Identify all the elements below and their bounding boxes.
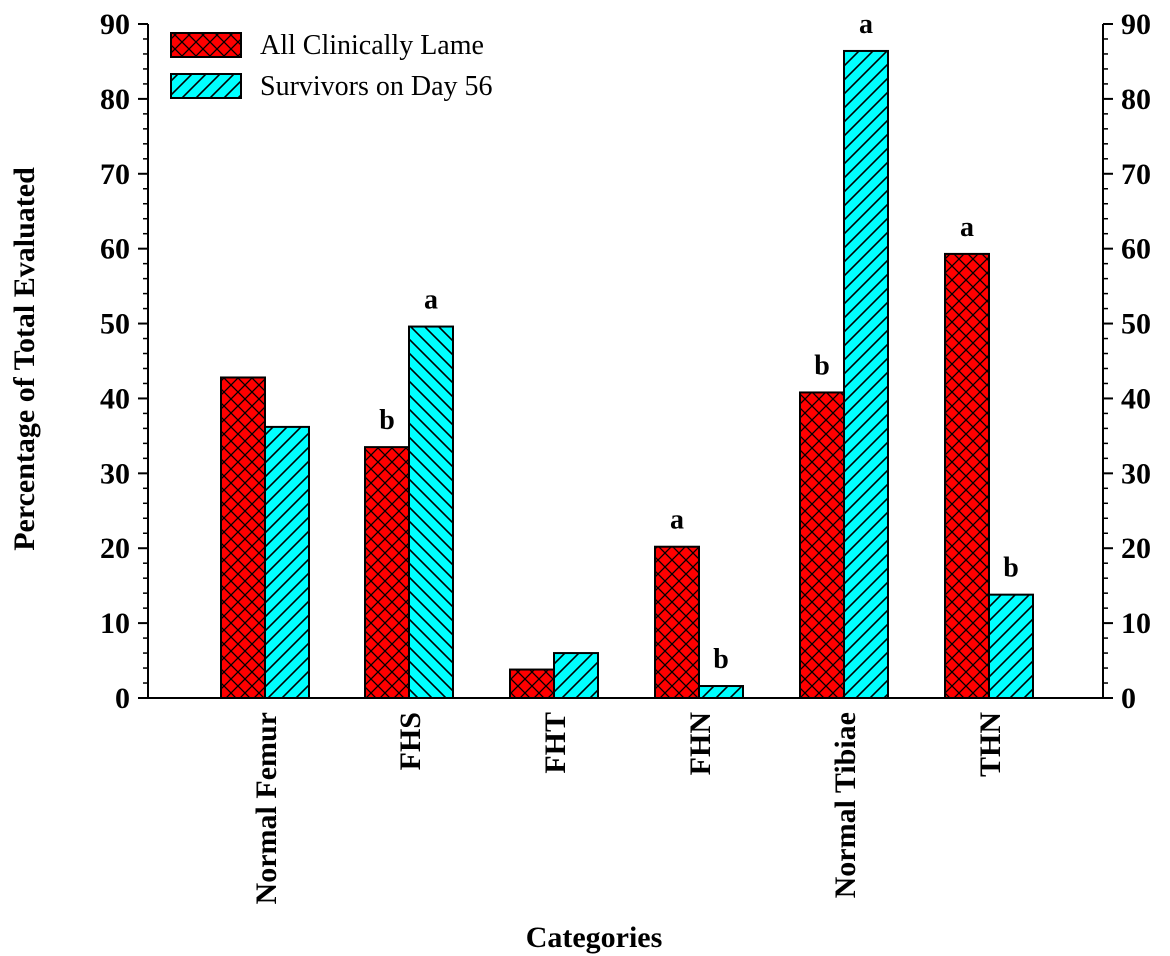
bar-survivors-day-56-thn — [988, 593, 1034, 699]
bar-survivors-day-56-normal-tibiae — [843, 49, 889, 699]
bar-all-clinically-lame-normal-femur — [220, 376, 266, 699]
significance-label: a — [859, 9, 873, 40]
y-tick-label-right: 80 — [1121, 83, 1151, 116]
y-tick-label-left: 40 — [100, 382, 130, 415]
y-tick-label-right: 20 — [1121, 532, 1151, 565]
bar-survivors-day-56-fhn — [698, 685, 744, 699]
legend: All Clinically Lame Survivors on Day 56 — [170, 30, 493, 102]
y-tick-label-left: 0 — [115, 682, 130, 715]
significance-label: a — [670, 505, 684, 536]
x-category-label: THN — [974, 712, 1007, 777]
bar-all-clinically-lame-normal-tibiae — [799, 391, 845, 699]
bar-all-clinically-lame-fhn — [654, 545, 700, 699]
axes: 0 0 10 10 20 20 30 30 40 40 50 50 60 60 70 70 80 80 90 90 — [100, 8, 1151, 715]
significance-label: b — [379, 405, 395, 436]
y-tick-label-left: 80 — [100, 83, 130, 116]
significance-label: a — [960, 212, 974, 243]
bar-all-clinically-lame-fhs — [364, 446, 410, 699]
category-labels: Normal Femur FHS FHT FHN Normal Tibiae THN — [250, 712, 1007, 905]
y-tick-label-right: 90 — [1121, 8, 1151, 41]
y-tick-label-right: 30 — [1121, 457, 1151, 490]
y-tick-label-left: 90 — [100, 8, 130, 41]
y-tick-label-right: 70 — [1121, 158, 1151, 191]
y-tick-label-right: 10 — [1121, 607, 1151, 640]
y-tick-label-left: 20 — [100, 532, 130, 565]
legend-label-all-clinically-lame: All Clinically Lame — [260, 30, 484, 61]
y-tick-label-left: 60 — [100, 233, 130, 266]
x-category-label: FHS — [394, 712, 427, 770]
bars-group — [220, 49, 1034, 700]
x-category-label: FHN — [684, 712, 717, 776]
legend-swatch-survivors-day-56 — [170, 73, 242, 99]
x-category-label: FHT — [539, 712, 572, 774]
bar-all-clinically-lame-thn — [944, 252, 990, 700]
legend-swatch-all-clinically-lame — [170, 32, 242, 58]
significance-label: b — [713, 644, 729, 675]
x-category-label: Normal Tibiae — [829, 712, 862, 898]
y-tick-label-right: 60 — [1121, 233, 1151, 266]
y-tick-label-right: 40 — [1121, 382, 1151, 415]
x-category-label: Normal Femur — [250, 712, 283, 904]
x-axis-title: Categories — [526, 921, 663, 954]
bar-survivors-day-56-normal-femur — [264, 425, 310, 699]
significance-labels: b a a b b a a b — [379, 9, 1019, 675]
bar-all-clinically-lame-fht — [509, 668, 555, 700]
bar-survivors-day-56-fht — [553, 652, 599, 699]
significance-label: b — [814, 350, 830, 381]
significance-label: b — [1003, 553, 1019, 584]
y-axis-title: Percentage of Total Evaluated — [8, 167, 41, 551]
y-tick-label-left: 50 — [100, 308, 130, 341]
bar-survivors-day-56-fhs — [408, 325, 454, 699]
y-tick-label-left: 10 — [100, 607, 130, 640]
y-tick-label-left: 30 — [100, 457, 130, 490]
legend-label-survivors-day-56: Survivors on Day 56 — [260, 71, 493, 102]
significance-label: a — [424, 285, 438, 316]
y-tick-label-left: 70 — [100, 158, 130, 191]
y-tick-label-right: 50 — [1121, 308, 1151, 341]
y-tick-label-right: 0 — [1121, 682, 1136, 715]
